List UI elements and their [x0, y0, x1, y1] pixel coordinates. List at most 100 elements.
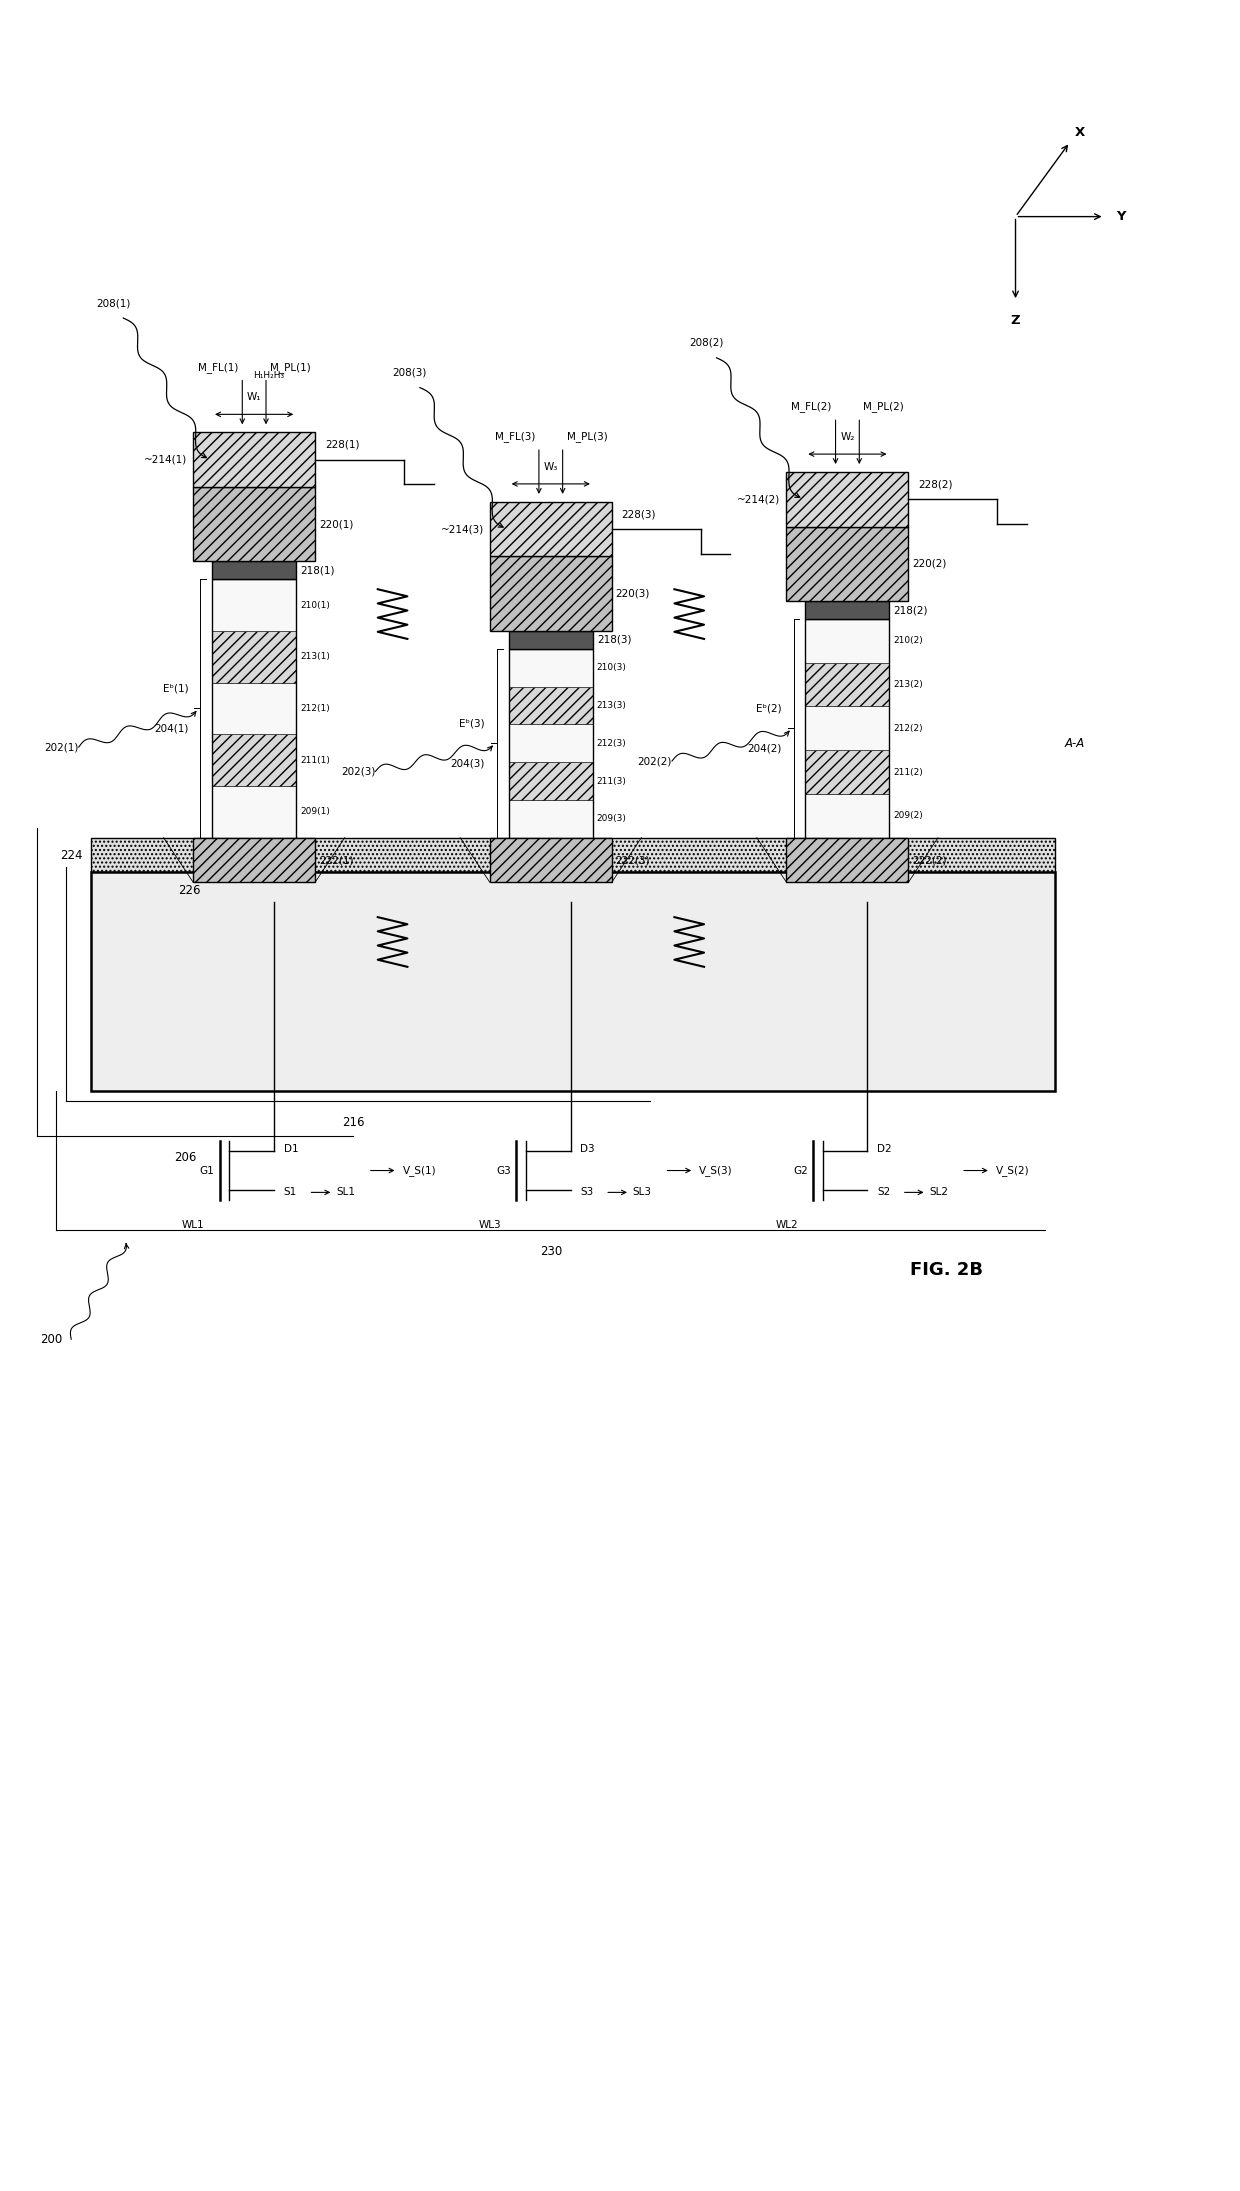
Text: 210(1): 210(1)	[300, 600, 330, 609]
Text: V_S(1): V_S(1)	[403, 1166, 436, 1177]
Text: 208(2): 208(2)	[689, 337, 724, 348]
Text: Z: Z	[1011, 313, 1021, 326]
Text: M_FL(2): M_FL(2)	[791, 401, 832, 412]
Bar	[806, 620, 889, 837]
Bar	[212, 631, 296, 684]
Bar	[508, 725, 593, 762]
Text: W₃: W₃	[543, 462, 558, 471]
Text: W₁: W₁	[247, 392, 262, 403]
Text: Eᵇ(1): Eᵇ(1)	[162, 684, 188, 695]
Bar	[212, 787, 296, 837]
Text: WL3: WL3	[479, 1220, 501, 1229]
Text: 218(3): 218(3)	[596, 635, 631, 644]
Bar	[508, 649, 593, 686]
Text: M_FL(3): M_FL(3)	[495, 432, 534, 443]
Text: FIG. 2B: FIG. 2B	[910, 1260, 983, 1280]
Bar	[806, 793, 889, 837]
Text: 212(1): 212(1)	[300, 703, 330, 712]
Text: 211(2): 211(2)	[893, 767, 923, 776]
Text: 204(1): 204(1)	[154, 723, 188, 734]
Text: 218(1): 218(1)	[300, 565, 335, 576]
Text: 209(1): 209(1)	[300, 806, 330, 817]
Text: X: X	[1075, 125, 1085, 138]
Text: WL2: WL2	[775, 1220, 799, 1229]
Bar	[212, 578, 296, 837]
Text: 224: 224	[61, 848, 83, 861]
Bar	[806, 749, 889, 793]
Text: ~214(3): ~214(3)	[440, 524, 484, 535]
Text: 208(3): 208(3)	[393, 368, 427, 377]
Text: 211(3): 211(3)	[596, 776, 626, 787]
Bar	[806, 662, 889, 706]
Bar	[212, 578, 296, 631]
Text: G3: G3	[496, 1166, 511, 1177]
Text: Y: Y	[1116, 210, 1126, 223]
Bar	[786, 526, 909, 600]
Text: M_PL(1): M_PL(1)	[270, 362, 311, 372]
Text: 202(1): 202(1)	[45, 743, 78, 752]
Text: H₁H₂H₃: H₁H₂H₃	[253, 370, 284, 379]
Text: 200: 200	[41, 1332, 62, 1345]
Bar	[508, 631, 593, 649]
Text: 209(3): 209(3)	[596, 815, 626, 824]
Text: 218(2): 218(2)	[893, 605, 928, 616]
Bar	[490, 557, 611, 631]
Bar	[91, 872, 1055, 1091]
Text: 228(1): 228(1)	[325, 440, 360, 449]
Text: S2: S2	[877, 1188, 890, 1198]
Text: 212(3): 212(3)	[596, 738, 626, 747]
Bar	[806, 706, 889, 749]
Text: W₂: W₂	[841, 432, 854, 443]
Bar	[806, 620, 889, 662]
Text: 210(2): 210(2)	[893, 635, 923, 646]
Text: WL1: WL1	[182, 1220, 205, 1229]
Text: D2: D2	[877, 1144, 892, 1155]
Text: 220(2): 220(2)	[913, 559, 946, 570]
Text: M_FL(1): M_FL(1)	[198, 362, 238, 372]
Text: 222(1): 222(1)	[319, 854, 353, 865]
Text: SL3: SL3	[632, 1188, 652, 1198]
Text: Eᵇ(3): Eᵇ(3)	[459, 719, 485, 727]
Text: S3: S3	[580, 1188, 594, 1198]
Bar	[508, 649, 593, 837]
Text: V_S(3): V_S(3)	[699, 1166, 733, 1177]
Bar	[212, 561, 296, 578]
Text: V_S(2): V_S(2)	[996, 1166, 1029, 1177]
Text: SL1: SL1	[336, 1188, 355, 1198]
Text: 228(3): 228(3)	[621, 508, 656, 519]
Bar	[508, 762, 593, 800]
Bar	[786, 837, 909, 883]
Bar	[508, 800, 593, 837]
Bar	[786, 471, 909, 526]
Bar	[508, 686, 593, 725]
Bar	[91, 837, 1055, 872]
Bar	[806, 600, 889, 620]
Text: 204(3): 204(3)	[450, 758, 485, 769]
Bar	[212, 734, 296, 787]
Text: 206: 206	[174, 1150, 196, 1163]
Text: 220(1): 220(1)	[319, 519, 353, 530]
Text: 212(2): 212(2)	[893, 723, 923, 732]
Bar	[193, 432, 315, 486]
Text: 213(1): 213(1)	[300, 653, 330, 662]
Bar	[212, 684, 296, 734]
Text: 216: 216	[342, 1115, 365, 1128]
Bar	[490, 837, 611, 883]
Text: D1: D1	[284, 1144, 299, 1155]
Text: 210(3): 210(3)	[596, 664, 626, 673]
Text: 226: 226	[179, 885, 201, 898]
Text: M_PL(3): M_PL(3)	[567, 432, 608, 443]
Text: ~214(1): ~214(1)	[144, 454, 187, 464]
Text: SL2: SL2	[930, 1188, 949, 1198]
Text: G1: G1	[200, 1166, 215, 1177]
Text: 230: 230	[539, 1244, 562, 1258]
Text: 202(3): 202(3)	[341, 767, 376, 776]
Text: 204(2): 204(2)	[748, 743, 781, 754]
Text: 213(3): 213(3)	[596, 701, 626, 710]
Text: 220(3): 220(3)	[616, 589, 650, 598]
Bar	[490, 502, 611, 557]
Text: A-A: A-A	[1065, 736, 1085, 749]
Text: 222(3): 222(3)	[616, 854, 650, 865]
Text: 228(2): 228(2)	[919, 480, 952, 489]
Bar	[193, 486, 315, 561]
